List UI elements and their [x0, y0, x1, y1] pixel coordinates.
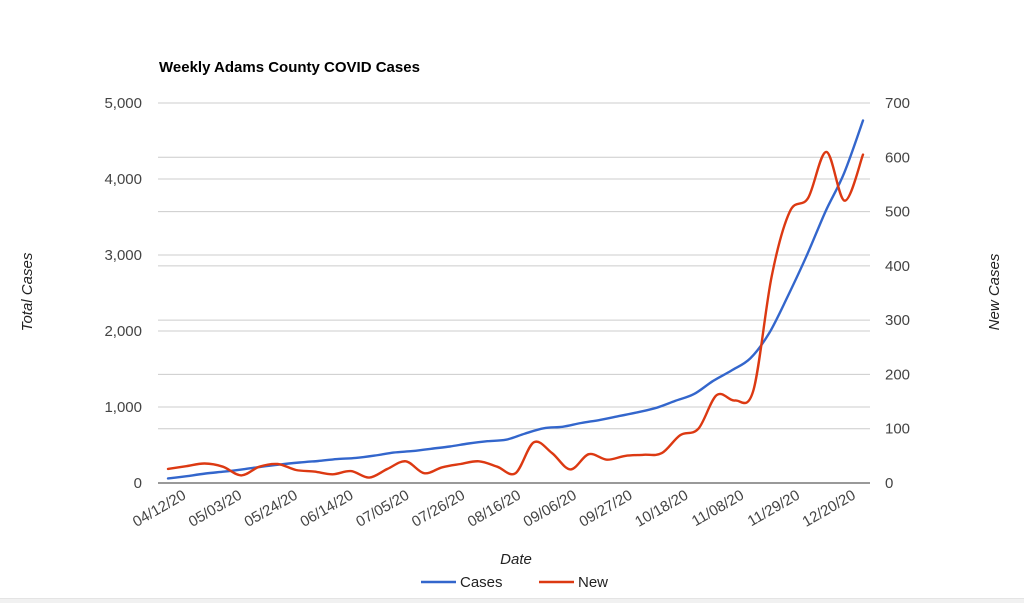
left-tick-label: 1,000: [104, 399, 142, 416]
right-tick-label: 400: [885, 258, 910, 275]
left-tick-label: 4,000: [104, 171, 142, 188]
bottom-border: [0, 598, 1024, 603]
legend: Cases New: [421, 574, 608, 591]
left-tick-label: 0: [134, 475, 142, 492]
series-line-new: [166, 150, 865, 479]
left-tick-label: 5,000: [104, 95, 142, 112]
x-axis-title: Date: [500, 551, 532, 568]
gridlines: [158, 102, 870, 484]
left-tick-label: 2,000: [104, 323, 142, 340]
right-tick-label: 100: [885, 421, 910, 438]
chart-title: Weekly Adams County COVID Cases: [159, 59, 420, 76]
right-tick-label: 500: [885, 204, 910, 221]
right-axis-title: New Cases: [986, 253, 1003, 330]
right-tick-label: 600: [885, 149, 910, 166]
right-axis-ticks: 0 100 200 300 400 500 600 700: [885, 95, 910, 492]
left-tick-label: 3,000: [104, 247, 142, 264]
left-axis-ticks: 0 1,000 2,000 3,000 4,000 5,000: [104, 95, 142, 492]
right-tick-label: 200: [885, 366, 910, 383]
right-tick-label: 300: [885, 312, 910, 329]
legend-label-new: New: [578, 574, 608, 591]
right-tick-label: 700: [885, 95, 910, 112]
series-lines: [166, 119, 865, 480]
left-axis-title: Total Cases: [19, 252, 36, 331]
right-tick-label: 0: [885, 475, 893, 492]
legend-label-cases: Cases: [460, 574, 503, 591]
